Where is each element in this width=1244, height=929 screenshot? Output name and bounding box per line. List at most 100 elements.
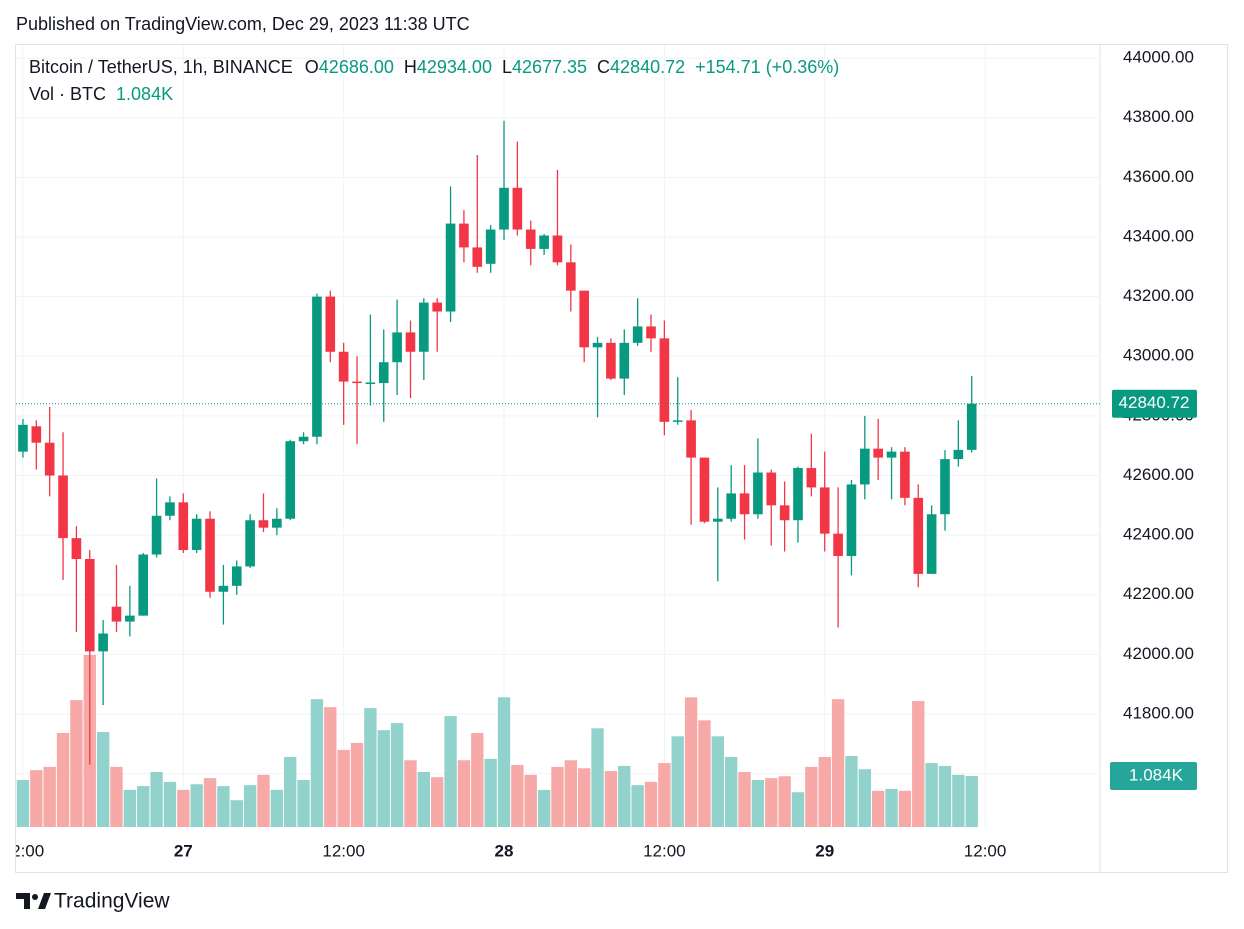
volume-bar bbox=[738, 772, 751, 827]
candle-body bbox=[766, 472, 777, 506]
volume-badge-label: 1.084K bbox=[1129, 766, 1184, 785]
volume-bar bbox=[337, 749, 350, 827]
candle-body bbox=[886, 451, 897, 458]
volume-bar bbox=[791, 792, 805, 827]
candle-body bbox=[552, 235, 563, 263]
volume-bar bbox=[644, 781, 658, 827]
volume-bar bbox=[203, 778, 217, 827]
legend-key: L bbox=[502, 57, 512, 77]
candle-body bbox=[739, 493, 750, 515]
candle-body bbox=[44, 442, 55, 476]
candle-body bbox=[940, 459, 950, 515]
volume-bar bbox=[564, 760, 578, 827]
volume-bar bbox=[671, 736, 684, 827]
volume-bar bbox=[431, 777, 444, 827]
y-tick-label: 42000.00 bbox=[1123, 644, 1194, 663]
volume-bar bbox=[938, 765, 952, 827]
candle-body bbox=[178, 502, 189, 551]
legend-value: 42840.72 bbox=[610, 57, 685, 77]
candle-body bbox=[566, 262, 576, 291]
candle-body bbox=[619, 342, 630, 379]
volume-bar bbox=[150, 772, 163, 827]
candle-body bbox=[753, 472, 763, 515]
candle-body bbox=[699, 457, 710, 522]
candle-body bbox=[966, 403, 977, 450]
candle-body bbox=[592, 342, 603, 348]
candle-body bbox=[632, 326, 643, 343]
volume-bar bbox=[631, 785, 644, 827]
volume-bar bbox=[845, 756, 858, 827]
candle-body bbox=[445, 223, 456, 312]
volume-bar bbox=[284, 756, 297, 827]
candle-body bbox=[338, 351, 349, 382]
volume-bar bbox=[805, 766, 818, 827]
candle-body bbox=[378, 362, 389, 384]
candle-body bbox=[125, 615, 135, 622]
volume-bar bbox=[163, 781, 177, 827]
footer-logo bbox=[16, 893, 51, 909]
candle-body bbox=[646, 326, 656, 339]
volume-bar bbox=[618, 765, 631, 827]
volume-bar bbox=[43, 766, 56, 827]
volume-bar bbox=[390, 723, 404, 827]
y-tick-label: 42400.00 bbox=[1123, 525, 1194, 544]
candle-body bbox=[485, 229, 496, 264]
candle-body bbox=[539, 235, 549, 249]
candle-body bbox=[205, 518, 215, 592]
volume-bar bbox=[912, 701, 925, 827]
volume-bar bbox=[56, 733, 70, 827]
legend-volume: Vol · BTC 1.084K bbox=[29, 84, 173, 104]
volume-bar bbox=[457, 760, 471, 827]
candle-body bbox=[819, 487, 830, 534]
y-tick-label: 43000.00 bbox=[1123, 346, 1194, 365]
candle-body bbox=[151, 515, 162, 555]
volume-bar bbox=[270, 789, 284, 827]
x-axis: 12:00 27 12:00 28 12:00 29 12:00 bbox=[16, 841, 1007, 860]
volume-bar bbox=[497, 697, 511, 827]
candle-body bbox=[218, 585, 229, 592]
candle-body bbox=[58, 475, 68, 539]
legend-value: 42934.00 bbox=[417, 57, 492, 77]
volume-bar bbox=[778, 776, 791, 827]
candle-body bbox=[258, 520, 269, 528]
candle-body bbox=[272, 518, 282, 528]
candle-body bbox=[298, 436, 309, 442]
volume-bar bbox=[70, 700, 83, 827]
candle-body bbox=[325, 296, 336, 352]
x-tick-label: 28 bbox=[495, 841, 514, 860]
volume-bar bbox=[818, 756, 831, 827]
volume-bar bbox=[350, 742, 364, 827]
x-tick-label: 12:00 bbox=[964, 841, 1007, 860]
candle-body bbox=[953, 449, 964, 460]
volume-bar bbox=[871, 790, 885, 827]
volume-bar bbox=[511, 764, 524, 827]
candle-body bbox=[419, 302, 429, 352]
y-axis: 41600.0041800.0042000.0042200.0042400.00… bbox=[1110, 48, 1197, 791]
candle-body bbox=[499, 187, 509, 230]
legend-key: C bbox=[597, 57, 610, 77]
volume-value: 1.084K bbox=[116, 84, 173, 104]
candle-body bbox=[432, 302, 443, 312]
candle-body bbox=[31, 426, 42, 443]
candle-body bbox=[806, 468, 817, 488]
logo-mark bbox=[16, 893, 30, 909]
footer-brand: TradingView bbox=[54, 890, 170, 913]
volume-bar bbox=[404, 760, 417, 827]
candle-body bbox=[405, 332, 416, 352]
volume-bar bbox=[658, 763, 671, 827]
volume-badge bbox=[1110, 762, 1197, 791]
volume-bar bbox=[217, 786, 230, 827]
x-tick-label: 27 bbox=[174, 841, 193, 860]
y-tick-label: 42600.00 bbox=[1123, 465, 1194, 484]
candle-body bbox=[392, 332, 402, 363]
volume-bar bbox=[364, 708, 377, 827]
candle-body bbox=[900, 451, 910, 498]
volume-bar bbox=[96, 732, 110, 827]
candle-layer bbox=[16, 120, 1100, 765]
volume-bar bbox=[190, 784, 203, 827]
volume-bar bbox=[765, 778, 778, 827]
legend-value: 42686.00 bbox=[319, 57, 394, 77]
volume-bar bbox=[444, 716, 457, 827]
y-tick-label: 42200.00 bbox=[1123, 584, 1194, 603]
legend-symbol: Bitcoin / TetherUS, 1h, BINANCE bbox=[29, 57, 293, 77]
